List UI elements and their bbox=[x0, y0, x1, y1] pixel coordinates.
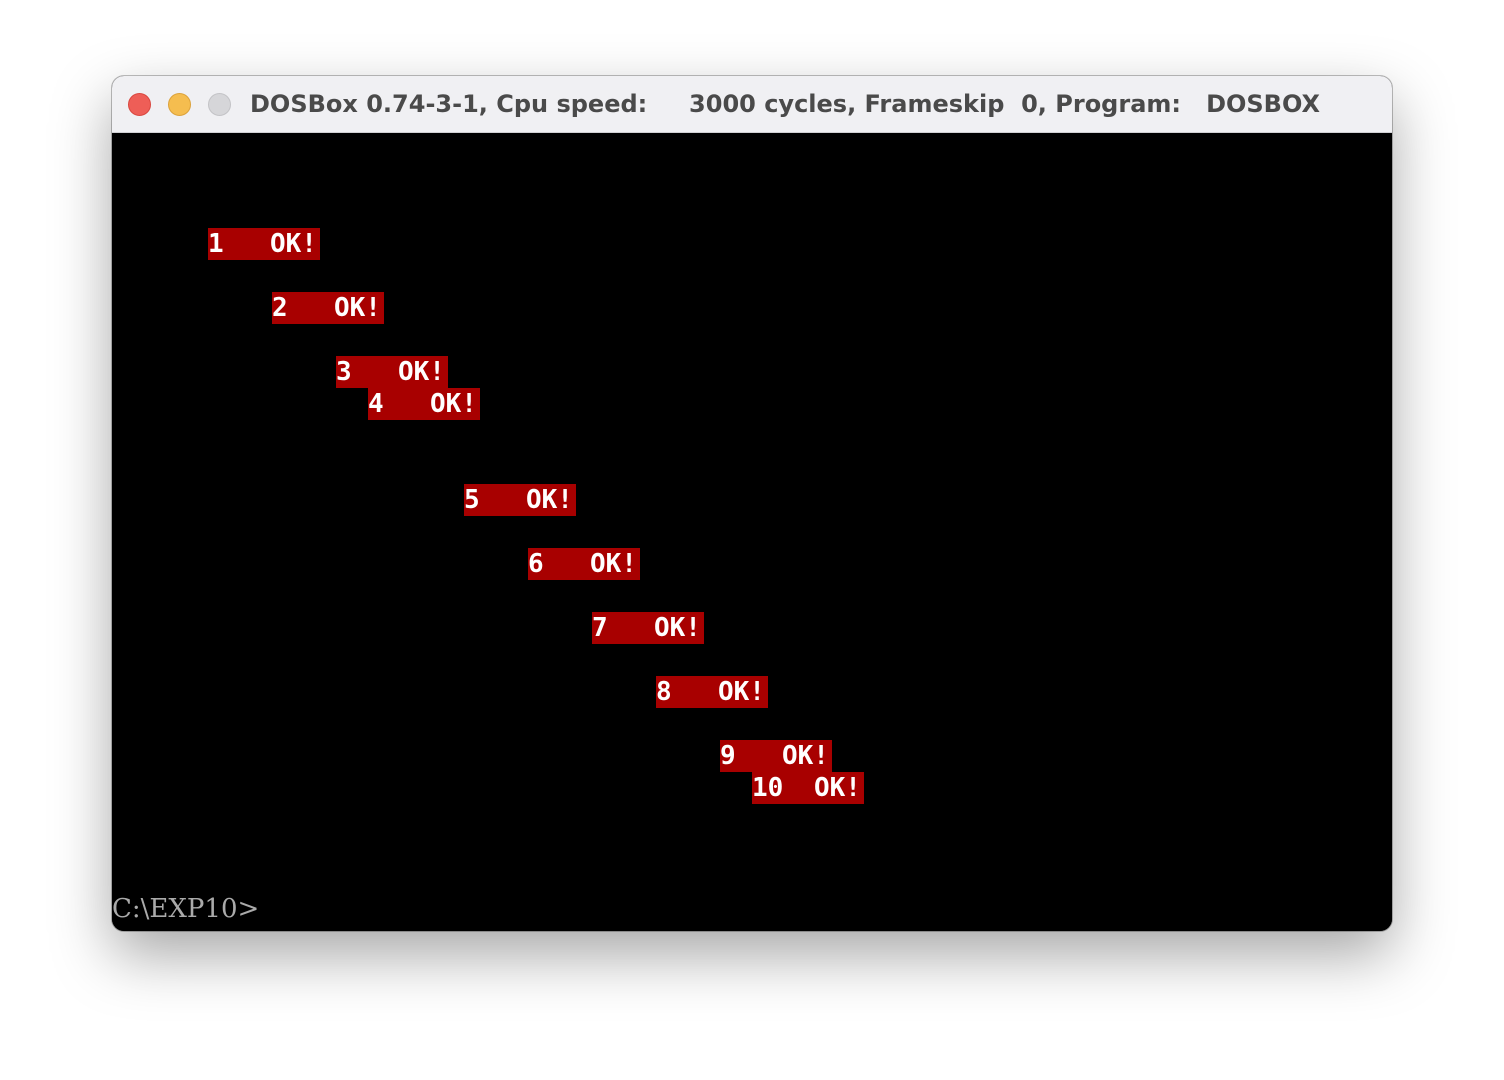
output-line: 8 OK! bbox=[656, 676, 768, 708]
line-text: OK! bbox=[430, 389, 477, 419]
line-number: 5 bbox=[464, 485, 480, 515]
output-line: 7 OK! bbox=[592, 612, 704, 644]
output-line: 1 OK! bbox=[208, 228, 320, 260]
output-line: 6 OK! bbox=[528, 548, 640, 580]
line-text: OK! bbox=[718, 677, 765, 707]
line-text: OK! bbox=[270, 229, 317, 259]
output-line: 2 OK! bbox=[272, 292, 384, 324]
dosbox-window: DOSBox 0.74-3-1, Cpu speed: 3000 cycles,… bbox=[112, 76, 1392, 931]
line-text: OK! bbox=[654, 613, 701, 643]
minimize-button[interactable] bbox=[168, 93, 191, 116]
line-number: 9 bbox=[720, 741, 736, 771]
close-button[interactable] bbox=[128, 93, 151, 116]
line-number: 7 bbox=[592, 613, 608, 643]
line-number: 6 bbox=[528, 549, 544, 579]
zoom-button[interactable] bbox=[208, 93, 231, 116]
line-text: OK! bbox=[814, 773, 861, 803]
line-number: 3 bbox=[336, 357, 352, 387]
output-line: 10 OK! bbox=[752, 772, 864, 804]
line-number: 8 bbox=[656, 677, 672, 707]
output-line: 5 OK! bbox=[464, 484, 576, 516]
line-text: OK! bbox=[334, 293, 381, 323]
window-title: DOSBox 0.74-3-1, Cpu speed: 3000 cycles,… bbox=[250, 90, 1321, 118]
line-text: OK! bbox=[526, 485, 573, 515]
output-line: 9 OK! bbox=[720, 740, 832, 772]
output-line: 4 OK! bbox=[368, 388, 480, 420]
line-number: 4 bbox=[368, 389, 384, 419]
line-number: 2 bbox=[272, 293, 288, 323]
output-line: 3 OK! bbox=[336, 356, 448, 388]
line-number: 10 bbox=[752, 773, 784, 803]
line-number: 1 bbox=[208, 229, 224, 259]
line-text: OK! bbox=[590, 549, 637, 579]
dos-screen[interactable]: 1 OK! 2 OK! 3 OK! 4 OK! 5 OK! 6 OK! 7 OK… bbox=[112, 133, 1392, 931]
command-prompt[interactable]: C:\EXP10> bbox=[112, 894, 260, 924]
line-text: OK! bbox=[398, 357, 445, 387]
title-bar[interactable]: DOSBox 0.74-3-1, Cpu speed: 3000 cycles,… bbox=[112, 76, 1392, 133]
line-text: OK! bbox=[782, 741, 829, 771]
